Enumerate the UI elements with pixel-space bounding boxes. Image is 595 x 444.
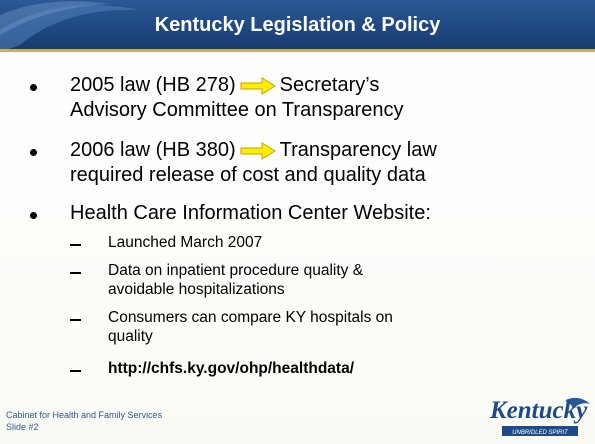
logo-horse bbox=[566, 397, 590, 408]
footer-slide-number: Slide #2 bbox=[6, 422, 39, 432]
bullet-text: required release of cost and quality dat… bbox=[70, 164, 426, 186]
slide-title: Kentucky Legislation & Policy bbox=[154, 14, 441, 36]
logo-name: Kentucky bbox=[489, 397, 588, 424]
bullet-line: Advisory Committee on Transparency bbox=[70, 99, 403, 122]
bullet-marker bbox=[30, 149, 37, 156]
subbullet-marker bbox=[70, 244, 81, 246]
bullet-text: Health Care Information Center Website: bbox=[70, 202, 431, 224]
subbullet-line: avoidable hospitalizations bbox=[108, 281, 285, 299]
bullet-line: required release of cost and quality dat… bbox=[70, 164, 426, 187]
subbullet-line: quality bbox=[108, 328, 153, 346]
bullet-lead: 2006 law (HB 380) bbox=[70, 139, 236, 161]
bullet-line: Health Care Information Center Website: bbox=[70, 202, 431, 225]
bullet-text: Transparency law bbox=[279, 139, 437, 161]
subbullet-marker bbox=[70, 370, 81, 372]
subbullet-text: Data on inpatient procedure quality & bbox=[108, 262, 364, 279]
bullet-line: 2006 law (HB 380) Transparency law bbox=[70, 139, 437, 162]
footer-organization: Cabinet for Health and Family Services bbox=[6, 410, 163, 420]
subbullet-line: Launched March 2007 bbox=[108, 234, 262, 252]
logo-tagline: UNBRIDLED SPIRIT bbox=[512, 430, 569, 436]
header-rule bbox=[0, 49, 595, 52]
subbullet-text: Consumers can compare KY hospitals on bbox=[108, 309, 393, 326]
subbullet-line: Consumers can compare KY hospitals on bbox=[108, 309, 393, 327]
logo: Kentucky UNBRIDLED SPIRIT bbox=[489, 397, 590, 436]
bullet-marker bbox=[30, 84, 37, 91]
arrow bbox=[240, 141, 276, 160]
bullet-marker bbox=[30, 212, 37, 219]
subbullet-line: http://chfs.ky.gov/ohp/healthdata/ bbox=[108, 360, 354, 378]
subbullet-text: http://chfs.ky.gov/ohp/healthdata/ bbox=[108, 360, 355, 377]
subbullet-marker bbox=[70, 319, 81, 321]
subbullet-marker bbox=[70, 272, 81, 274]
header-bar: Kentucky Legislation & Policy bbox=[0, 0, 595, 52]
logo-band bbox=[502, 426, 578, 436]
bullet-text: Secretary’s bbox=[279, 74, 380, 96]
arrow bbox=[240, 76, 276, 95]
subbullet-line: Data on inpatient procedure quality & bbox=[108, 262, 363, 280]
bullet-line: 2005 law (HB 278) Secretary’s bbox=[70, 74, 379, 97]
header-swirl bbox=[0, 1, 140, 52]
subbullet-text: avoidable hospitalizations bbox=[108, 281, 285, 298]
subbullet-text: Launched March 2007 bbox=[108, 234, 263, 251]
subbullet-text: quality bbox=[108, 328, 153, 345]
bullet-lead: 2005 law (HB 278) bbox=[70, 74, 236, 96]
bullet-text: Advisory Committee on Transparency bbox=[70, 99, 404, 121]
